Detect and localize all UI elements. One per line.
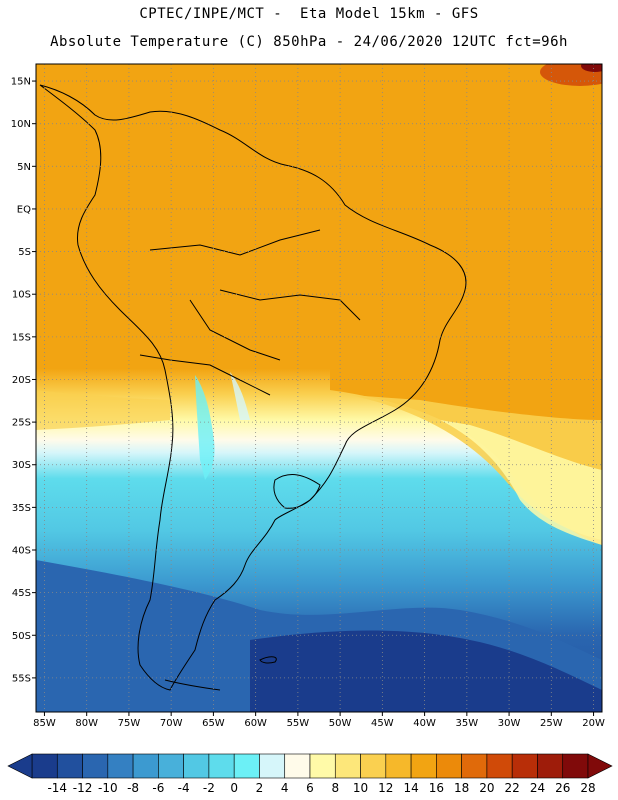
colorbar-swatch bbox=[56, 753, 83, 779]
colorbar-label: -12 bbox=[73, 781, 93, 795]
colorbar-label: -10 bbox=[98, 781, 118, 795]
lat-tick-label: 50S bbox=[12, 631, 31, 642]
colorbar-label: 12 bbox=[378, 781, 393, 795]
lon-tick-label: 55W bbox=[287, 718, 310, 729]
latitude-axis: 15N 10N 5N EQ 5S 10S 15S 20S 25S 30S 35S 40S 45S 50S 5… bbox=[11, 77, 36, 684]
colorbar: -14 -12 -10 -8 -6 -4 -2 0 2 4 6 8 10 12 14 16 18 20 22 24 26… bbox=[7, 753, 613, 795]
lon-tick-label: 50W bbox=[329, 718, 352, 729]
colorbar-swatch bbox=[334, 753, 361, 779]
lat-tick-label: 25S bbox=[12, 418, 31, 429]
colorbar-label: 28 bbox=[580, 781, 595, 795]
colorbar-swatch bbox=[410, 753, 437, 779]
colorbar-swatch bbox=[183, 753, 210, 779]
colorbar-swatch bbox=[385, 753, 412, 779]
lat-tick-label: 55S bbox=[12, 673, 31, 684]
colorbar-swatch bbox=[132, 753, 159, 779]
lon-tick-label: 85W bbox=[33, 718, 56, 729]
map-border bbox=[35, 63, 603, 713]
colorbar-max-arrow bbox=[587, 753, 613, 779]
colorbar-swatch bbox=[158, 753, 184, 779]
temperature-field bbox=[36, 64, 602, 712]
longitude-axis: 85W 80W 75W 70W 65W 60W 55W 50W 45W 40W 35W 30W 25W 2… bbox=[33, 712, 605, 729]
colorbar-swatch bbox=[360, 753, 387, 779]
lat-tick-label: 10S bbox=[12, 290, 31, 301]
colorbar-swatch bbox=[284, 753, 311, 779]
colorbar-swatch bbox=[31, 753, 58, 779]
colorbar-label: 24 bbox=[530, 781, 545, 795]
lat-tick-label: 20S bbox=[12, 375, 31, 386]
colorbar-label: 4 bbox=[281, 781, 289, 795]
colorbar-swatch bbox=[259, 753, 286, 779]
colorbar-swatch bbox=[537, 753, 564, 779]
lat-tick-label: 5N bbox=[17, 162, 31, 173]
colorbar-label: 18 bbox=[454, 781, 469, 795]
colorbar-label: 2 bbox=[256, 781, 264, 795]
chart-subtitle: Absolute Temperature (C) 850hPa - 24/06/… bbox=[50, 34, 568, 50]
lon-tick-label: 20W bbox=[582, 718, 605, 729]
colorbar-swatch bbox=[511, 753, 538, 779]
lon-tick-label: 30W bbox=[498, 718, 521, 729]
colorbar-label: 6 bbox=[306, 781, 314, 795]
lon-tick-label: 25W bbox=[540, 718, 563, 729]
lon-tick-label: 65W bbox=[202, 718, 225, 729]
colorbar-label: 26 bbox=[555, 781, 570, 795]
colorbar-swatch bbox=[486, 753, 513, 779]
coastlines bbox=[39, 84, 467, 691]
lon-tick-label: 40W bbox=[413, 718, 436, 729]
lon-tick-label: 45W bbox=[371, 718, 394, 729]
colorbar-label: -6 bbox=[152, 781, 164, 795]
lat-tick-label: 30S bbox=[12, 460, 31, 471]
lat-tick-label: 40S bbox=[12, 546, 31, 557]
lon-tick-label: 35W bbox=[456, 718, 479, 729]
colorbar-label: 14 bbox=[403, 781, 418, 795]
lon-tick-label: 80W bbox=[75, 718, 98, 729]
colorbar-label: 8 bbox=[331, 781, 339, 795]
colorbar-swatch bbox=[436, 753, 462, 779]
lat-tick-label: 15N bbox=[11, 77, 31, 88]
grid-lines bbox=[36, 64, 602, 712]
colorbar-label: -14 bbox=[47, 781, 67, 795]
colorbar-swatch bbox=[107, 753, 134, 779]
colorbar-label: 10 bbox=[353, 781, 368, 795]
colorbar-swatch bbox=[461, 753, 488, 779]
colorbar-label: -8 bbox=[127, 781, 139, 795]
lat-tick-label: 45S bbox=[12, 588, 31, 599]
colorbar-swatch bbox=[82, 753, 109, 779]
lon-tick-label: 75W bbox=[118, 718, 141, 729]
colorbar-label: -4 bbox=[178, 781, 190, 795]
lon-tick-label: 60W bbox=[244, 718, 267, 729]
colorbar-swatch bbox=[233, 753, 260, 779]
colorbar-swatch bbox=[309, 753, 336, 779]
colorbar-label: 0 bbox=[230, 781, 238, 795]
colorbar-swatch bbox=[208, 753, 235, 779]
colorbar-label: 16 bbox=[429, 781, 444, 795]
colorbar-min-arrow bbox=[7, 753, 33, 779]
colorbar-swatch bbox=[562, 753, 589, 779]
lat-tick-label: 15S bbox=[12, 332, 31, 343]
colorbar-label: 22 bbox=[505, 781, 520, 795]
colorbar-label: -2 bbox=[203, 781, 215, 795]
lat-tick-label: 5S bbox=[18, 247, 31, 258]
chart-title: CPTEC/INPE/MCT - Eta Model 15km - GFS bbox=[139, 6, 479, 22]
lat-tick-label: EQ bbox=[17, 204, 31, 215]
lat-tick-label: 10N bbox=[11, 119, 31, 130]
lon-tick-label: 70W bbox=[160, 718, 183, 729]
lat-tick-label: 35S bbox=[12, 503, 31, 514]
colorbar-label: 20 bbox=[479, 781, 494, 795]
